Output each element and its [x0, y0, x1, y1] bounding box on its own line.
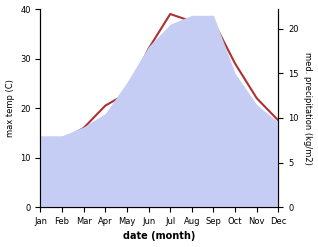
X-axis label: date (month): date (month) [123, 231, 196, 242]
Y-axis label: med. precipitation (kg/m2): med. precipitation (kg/m2) [303, 52, 313, 165]
Y-axis label: max temp (C): max temp (C) [5, 79, 15, 137]
